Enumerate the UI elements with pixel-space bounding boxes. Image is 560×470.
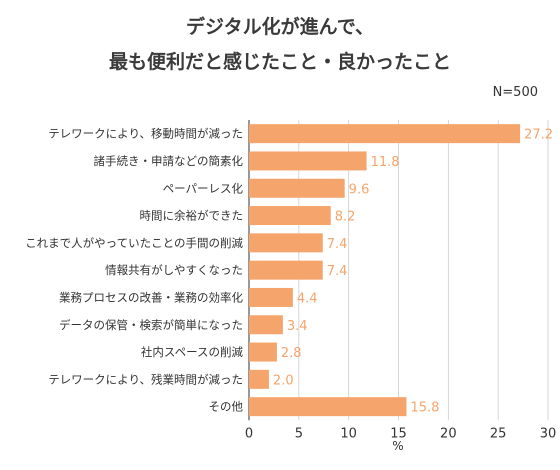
x-tick-label: 5 [295,426,303,441]
value-label: 8.2 [335,210,356,225]
category-label: 時間に余裕ができた [140,209,244,223]
value-label: 9.6 [349,182,370,197]
category-label: これまで人がやっていたことの手間の削減 [25,236,243,250]
bar [249,397,407,417]
chart-title-line-1: デジタル化が進んで、 [186,15,374,38]
bar [249,151,367,171]
bar [249,287,293,307]
x-tick-label: 20 [440,426,457,441]
category-labels: テレワークにより、移動時間が減った諸手続き・申請などの簡素化ペーパーレス化時間に… [25,127,243,414]
value-label: 3.4 [287,319,308,334]
bar [249,260,323,280]
bar [249,206,331,226]
category-label: データの保管・検索が簡単になった [59,318,243,332]
category-label: 社内スペースの削減 [141,345,244,359]
bar [249,124,521,144]
sample-size-note: N=500 [493,85,538,100]
x-tick-label: 10 [340,426,357,441]
value-labels: 27.2 11.89.6 8.2 7.4 7.4 4.4 3.4 2.8 2.0 15.8 [273,128,553,416]
bar [249,342,277,362]
x-tick-label: 30 [540,426,557,441]
bar [249,315,283,335]
value-label: 4.4 [297,291,318,306]
bar [249,233,323,253]
category-label: その他 [209,400,244,414]
value-label: 7.4 [327,264,348,279]
x-tick-label: 25 [490,426,507,441]
chart-title-line-2: 最も便利だと感じたこと・良かったこと [109,50,451,73]
x-tick-labels: 0 5 10 15 20 25 30 [245,426,556,441]
category-label: テレワークにより、残業時間が減った [48,372,243,386]
value-label: 15.8 [410,401,439,416]
x-tick-label: 0 [245,426,253,441]
category-label: ペーパーレス化 [163,181,244,195]
value-label: 11.8 [371,155,400,170]
value-label: 27.2 [524,128,553,143]
bar [249,178,345,198]
value-label: 2.8 [281,346,302,361]
bar [249,369,269,389]
x-tick-label: 15 [390,426,407,441]
category-label: 諸手続き・申請などの簡素化 [94,154,244,168]
category-label: テレワークにより、移動時間が減った [48,127,243,141]
value-label: 7.4 [327,237,348,252]
value-label: 2.0 [273,373,294,388]
category-label: 業務プロセスの改善・業務の効率化 [59,290,243,304]
category-label: 情報共有がしやすくなった [105,263,243,277]
bars [249,124,521,417]
x-axis-title: % [392,439,403,453]
